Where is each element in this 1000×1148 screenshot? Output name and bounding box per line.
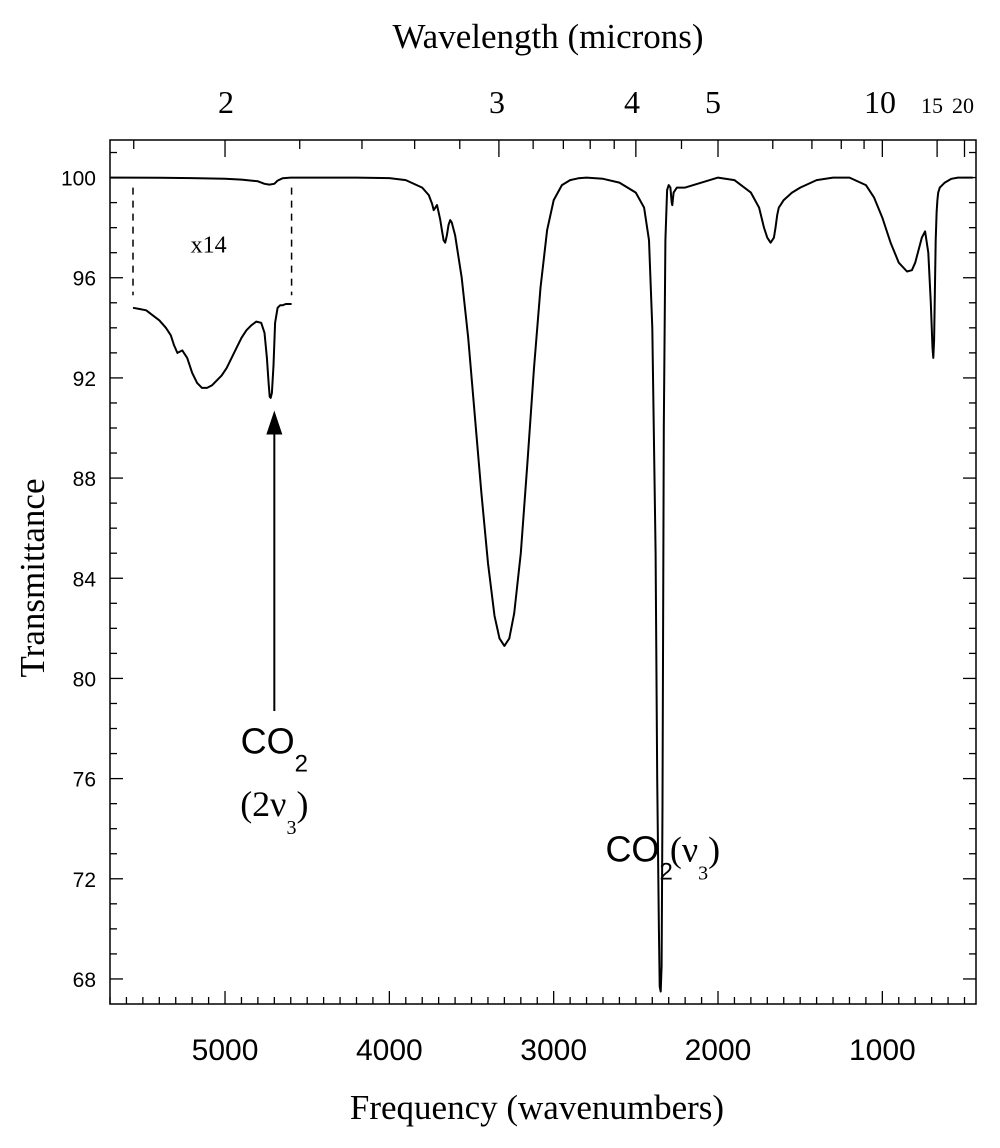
top-tick-label: 2 [218,84,234,120]
x-axis-title: Frequency (wavenumbers) [350,1088,724,1127]
y-tick-label: 72 [73,869,96,892]
plot-area [110,176,973,993]
annotation-label: (ν3) [670,829,720,884]
x-tick-label: 5000 [192,1034,259,1067]
top-tick-label: 5 [705,84,721,120]
y-axis-title: Transmittance [13,479,52,678]
spectrum-line [110,176,973,993]
x-tick-label: 2000 [685,1034,752,1067]
y-tick-label: 76 [73,769,96,792]
top-tick-label: 20 [952,93,974,118]
x-tick-label: 4000 [356,1034,423,1067]
x-tick-label: 3000 [520,1034,587,1067]
annotation-label: CO2 [241,721,308,778]
axis-ticks [109,140,976,1004]
top-axis-title: Wavelength (microns) [392,17,703,56]
top-tick-label: 4 [624,84,640,120]
annotation-label: (2ν3) [240,784,308,839]
tick-labels: 5000 4000 3000 2000 1000 100 96 92 88 84 80 76 72 68 2… [61,84,974,1067]
y-tick-label: 92 [73,368,96,391]
y-tick-label: 100 [61,168,96,191]
y-tick-label: 80 [73,668,96,691]
top-tick-label: 3 [489,84,505,120]
top-tick-label: 15 [921,93,943,118]
inset-x14-line [132,303,292,399]
y-tick-label: 84 [73,568,97,591]
annotation-label: x14 [191,233,227,259]
y-tick-label: 68 [73,969,96,992]
plot-frame [109,139,977,1005]
top-tick-label: 10 [864,84,896,120]
y-tick-label: 96 [73,268,96,291]
arrow-head [266,410,283,435]
x-tick-label: 1000 [849,1034,916,1067]
y-tick-label: 88 [73,468,96,491]
